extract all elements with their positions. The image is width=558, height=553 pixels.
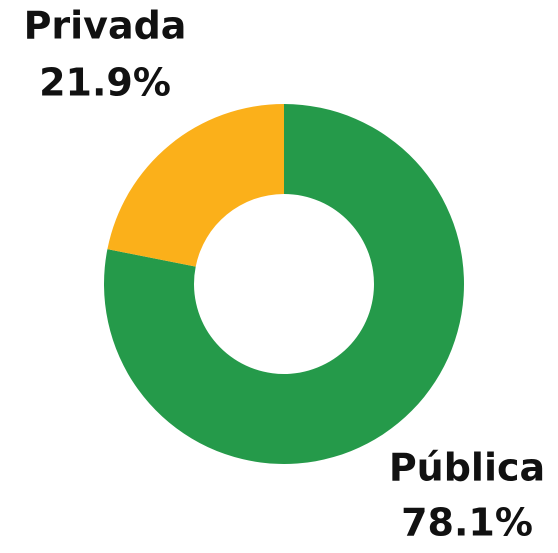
slice-value-label: 78.1% <box>401 501 533 545</box>
slice-value-label: 21.9% <box>39 61 171 105</box>
slice-label: Privada <box>24 4 187 48</box>
slice-label: Pública <box>389 446 545 490</box>
donut-slice <box>107 104 284 267</box>
donut-slice <box>103 104 465 464</box>
